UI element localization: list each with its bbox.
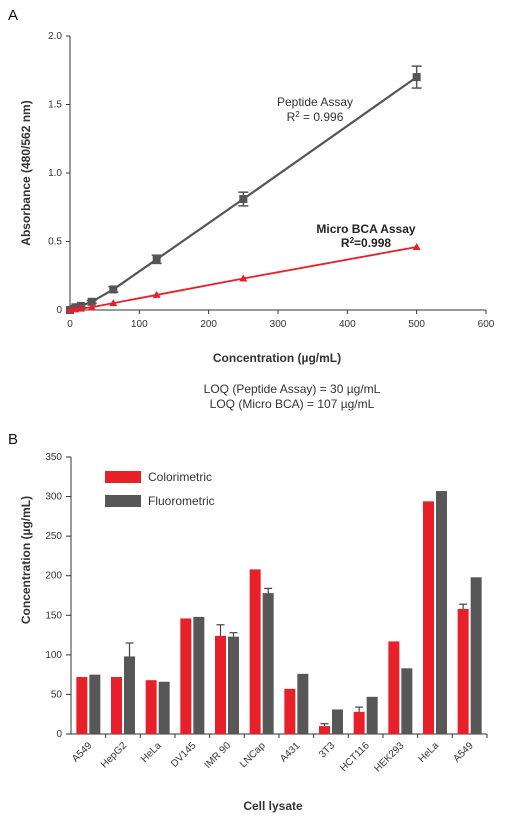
y-tick-label: 250 bbox=[45, 531, 62, 542]
peptide-data-point bbox=[412, 73, 421, 82]
colorimetric-bar bbox=[353, 711, 365, 734]
y-tick-label: 2.0 bbox=[48, 31, 62, 42]
microbca-data-point bbox=[109, 299, 118, 307]
y-tick-label: 0 bbox=[56, 305, 62, 316]
y-tick-label: 350 bbox=[45, 452, 62, 463]
microbca-data-point bbox=[71, 305, 80, 313]
microbca-data-point bbox=[239, 274, 248, 282]
category-label: IMR 90 bbox=[203, 740, 234, 771]
fluorometric-bar bbox=[470, 577, 482, 734]
y-tick-label: 0.5 bbox=[48, 237, 62, 248]
y-tick-label: 0 bbox=[56, 729, 62, 740]
x-tick-label: 600 bbox=[478, 319, 495, 330]
fluorometric-bar bbox=[436, 491, 447, 734]
microbca-data-point bbox=[412, 242, 421, 250]
fluorometric-bar bbox=[89, 674, 101, 734]
colorimetric-bar bbox=[76, 677, 88, 734]
category-label: HEK293 bbox=[372, 740, 406, 774]
y-tick-label: 50 bbox=[51, 689, 63, 700]
legend-swatch-colorimetric bbox=[105, 471, 141, 483]
fluorometric-bar bbox=[366, 696, 378, 734]
colorimetric-bar bbox=[111, 677, 122, 734]
y-tick-label: 150 bbox=[45, 610, 62, 621]
colorimetric-bar bbox=[319, 726, 330, 734]
y-tick-label: 1.5 bbox=[48, 100, 62, 111]
category-label: LNCap bbox=[238, 740, 268, 770]
peptide-data-point bbox=[87, 297, 96, 306]
microbca-data-point bbox=[76, 304, 85, 312]
category-label: HepG2 bbox=[99, 740, 129, 770]
fluorometric-bar bbox=[124, 656, 135, 734]
category-label: HeLa bbox=[139, 740, 164, 765]
colorimetric-bar bbox=[249, 569, 261, 734]
fluorometric-bar bbox=[228, 636, 239, 734]
x-tick-label: 100 bbox=[131, 319, 148, 330]
microbca-data-point bbox=[152, 290, 161, 298]
y-tick-label: 300 bbox=[45, 492, 62, 503]
fluorometric-bar bbox=[297, 673, 309, 734]
legend-label-colorimetric: Colorimetric bbox=[148, 470, 212, 484]
category-label: 3T3 bbox=[317, 740, 337, 760]
panel-a-y-axis-label: Absorbance (480/562 nm) bbox=[19, 100, 33, 245]
peptide-series-label: Peptide Assay bbox=[277, 95, 353, 109]
microbca-data-point bbox=[87, 303, 96, 311]
colorimetric-bar bbox=[145, 680, 157, 734]
fluorometric-bar bbox=[401, 668, 413, 734]
colorimetric-bar bbox=[215, 635, 226, 734]
fluorometric-bar bbox=[262, 593, 274, 734]
legend-swatch-fluorometric bbox=[105, 495, 141, 507]
panel-a-chart: Absorbance (480/562 nm) Concentration (µ… bbox=[19, 31, 495, 411]
colorimetric-bar bbox=[457, 608, 469, 734]
category-label: DV145 bbox=[169, 740, 199, 770]
microbca-series-label: Micro BCA Assay bbox=[316, 222, 415, 236]
peptide-data-point bbox=[109, 285, 118, 294]
peptide-r2-label: R2 = 0.996 bbox=[287, 110, 344, 125]
fluorometric-bar bbox=[332, 709, 343, 734]
y-tick-label: 200 bbox=[45, 571, 62, 582]
panel-a-label: A bbox=[8, 7, 18, 24]
legend-label-fluorometric: Fluorometric bbox=[148, 494, 215, 508]
category-label: A549 bbox=[70, 740, 95, 765]
panel-a-x-axis-label: Concentration (µg/mL) bbox=[213, 351, 341, 365]
y-tick-label: 1.0 bbox=[48, 168, 62, 179]
category-label: HeLa bbox=[416, 740, 441, 765]
panel-b-x-axis-label: Cell lysate bbox=[243, 799, 303, 813]
x-tick-label: 300 bbox=[270, 319, 287, 330]
category-label: A549 bbox=[451, 740, 476, 765]
x-tick-label: 500 bbox=[408, 319, 425, 330]
peptide-data-point bbox=[152, 255, 161, 264]
colorimetric-bar bbox=[423, 501, 434, 734]
loq-microbca-note: LOQ (Micro BCA) = 107 µg/mL bbox=[210, 397, 375, 411]
category-label: A431 bbox=[278, 740, 303, 765]
panel-b-y-axis-label: Concentration (µg/mL) bbox=[19, 496, 33, 624]
x-tick-label: 0 bbox=[67, 319, 73, 330]
loq-peptide-note: LOQ (Peptide Assay) = 30 µg/mL bbox=[204, 382, 381, 396]
peptide-data-point bbox=[239, 195, 248, 204]
y-tick-label: 100 bbox=[45, 650, 62, 661]
x-tick-label: 200 bbox=[200, 319, 217, 330]
microbca-data-point bbox=[66, 306, 74, 313]
colorimetric-bar bbox=[388, 641, 400, 734]
category-label: HCT116 bbox=[338, 740, 372, 774]
colorimetric-bar bbox=[284, 688, 296, 734]
colorimetric-bar bbox=[180, 618, 192, 734]
fluorometric-bar bbox=[158, 681, 170, 734]
x-tick-label: 400 bbox=[339, 319, 356, 330]
panel-b-chart: Concentration (µg/mL) Cell lysate Colori… bbox=[19, 452, 488, 813]
microbca-r2-label: R2=0.998 bbox=[341, 236, 391, 251]
panel-b-label: B bbox=[8, 431, 18, 448]
fluorometric-bar bbox=[193, 616, 205, 734]
